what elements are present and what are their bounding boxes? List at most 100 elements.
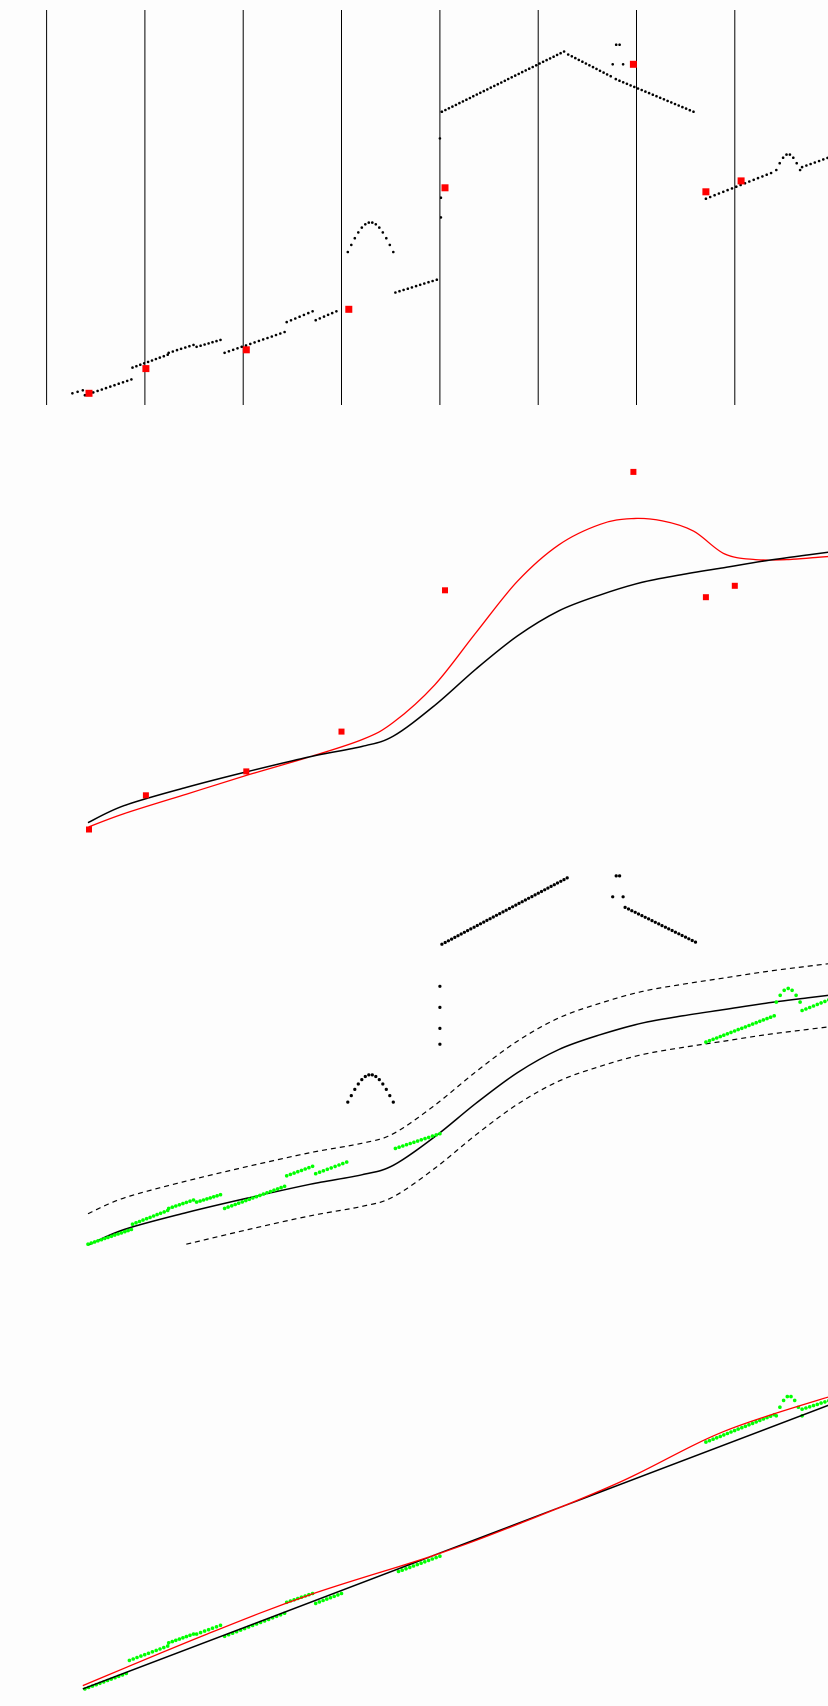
inlier-point bbox=[199, 1631, 203, 1635]
data-point bbox=[486, 88, 489, 91]
panel-linear-fit bbox=[83, 1394, 828, 1691]
outlier-point bbox=[357, 1082, 360, 1085]
data-point bbox=[266, 337, 269, 340]
data-point bbox=[455, 104, 458, 107]
outlier-point bbox=[495, 914, 498, 917]
knot-marker bbox=[86, 390, 93, 397]
data-point bbox=[611, 63, 614, 66]
inlier-point bbox=[747, 1024, 751, 1028]
data-point bbox=[465, 98, 468, 101]
inlier-point bbox=[318, 1600, 322, 1604]
outlier-point bbox=[657, 922, 660, 925]
inlier-point bbox=[329, 1596, 333, 1600]
data-point bbox=[275, 334, 278, 337]
data-point bbox=[814, 161, 817, 164]
inlier-point bbox=[162, 1646, 166, 1650]
data-point bbox=[622, 63, 625, 66]
data-point bbox=[159, 356, 162, 359]
inlier-point bbox=[400, 1568, 404, 1572]
outlier-point bbox=[453, 936, 456, 939]
data-point bbox=[311, 310, 314, 313]
data-point bbox=[731, 187, 734, 190]
outlier-point bbox=[654, 921, 657, 924]
outlier-point bbox=[691, 939, 694, 942]
inlier-point bbox=[434, 1556, 438, 1560]
inlier-point bbox=[819, 1401, 823, 1405]
inlier-point bbox=[733, 1429, 737, 1433]
data-point bbox=[514, 74, 517, 77]
data-point bbox=[419, 284, 422, 287]
data-point bbox=[402, 289, 405, 292]
outlier-point bbox=[473, 926, 476, 929]
inlier-point bbox=[120, 1231, 124, 1235]
data-point bbox=[785, 153, 788, 156]
outlier-point bbox=[540, 890, 543, 893]
inlier-point bbox=[185, 1201, 189, 1205]
data-point bbox=[440, 196, 443, 199]
data-point bbox=[249, 343, 252, 346]
inlier-point bbox=[800, 1407, 804, 1411]
inlier-point bbox=[251, 1196, 255, 1200]
data-point bbox=[524, 69, 527, 72]
data-point bbox=[674, 103, 677, 106]
outlier-point bbox=[450, 938, 453, 941]
inlier-point bbox=[110, 1235, 114, 1239]
inlier-point bbox=[325, 1597, 329, 1601]
data-point bbox=[552, 55, 555, 58]
data-point bbox=[666, 100, 669, 103]
data-point bbox=[411, 286, 414, 289]
data-point bbox=[427, 281, 430, 284]
knot-marker bbox=[630, 469, 636, 475]
inlier-point bbox=[790, 989, 794, 993]
inlier-point bbox=[423, 1137, 427, 1141]
data-point bbox=[378, 226, 381, 229]
inlier-point bbox=[778, 994, 782, 998]
data-point bbox=[726, 189, 729, 192]
inlier-point bbox=[212, 1195, 216, 1199]
inlier-point bbox=[209, 1196, 213, 1200]
inlier-point bbox=[215, 1625, 219, 1629]
data-point bbox=[574, 57, 577, 60]
inlier-point bbox=[808, 1006, 812, 1010]
inlier-point bbox=[159, 1212, 163, 1216]
outlier-point bbox=[530, 895, 533, 898]
inlier-point bbox=[265, 1191, 269, 1195]
outlier-point bbox=[444, 941, 447, 944]
outlier-point bbox=[514, 904, 517, 907]
data-point bbox=[778, 162, 781, 165]
data-point bbox=[476, 93, 479, 96]
inlier-point bbox=[145, 1217, 149, 1221]
outlier-point bbox=[350, 1094, 353, 1097]
data-point bbox=[809, 163, 812, 166]
data-point bbox=[441, 110, 444, 113]
inlier-point bbox=[178, 1203, 182, 1207]
inlier-point bbox=[211, 1626, 215, 1630]
outlier-point bbox=[388, 1094, 391, 1097]
outlier-point bbox=[438, 985, 441, 988]
outlier-point bbox=[378, 1078, 381, 1081]
inlier-point bbox=[786, 987, 790, 991]
inlier-point bbox=[408, 1566, 412, 1570]
inlier-point bbox=[192, 1632, 196, 1636]
knot-marker bbox=[339, 729, 345, 735]
inlier-point bbox=[789, 1395, 793, 1399]
inlier-point bbox=[192, 1198, 196, 1202]
data-point bbox=[752, 179, 755, 182]
inlier-point bbox=[195, 1200, 199, 1204]
inlier-point bbox=[816, 1403, 820, 1407]
inlier-point bbox=[207, 1628, 211, 1632]
inlier-point bbox=[289, 1173, 293, 1177]
data-point bbox=[822, 158, 825, 161]
outlier-point bbox=[664, 926, 667, 929]
knot-marker bbox=[243, 768, 249, 774]
inlier-point bbox=[147, 1652, 151, 1656]
inlier-point bbox=[223, 1207, 227, 1211]
data-point bbox=[423, 282, 426, 285]
inlier-point bbox=[345, 1160, 349, 1164]
outlier-point bbox=[650, 919, 653, 922]
inlier-point bbox=[397, 1570, 401, 1574]
outlier-point bbox=[660, 924, 663, 927]
inlier-point bbox=[174, 1639, 178, 1643]
outlier-point bbox=[501, 910, 504, 913]
